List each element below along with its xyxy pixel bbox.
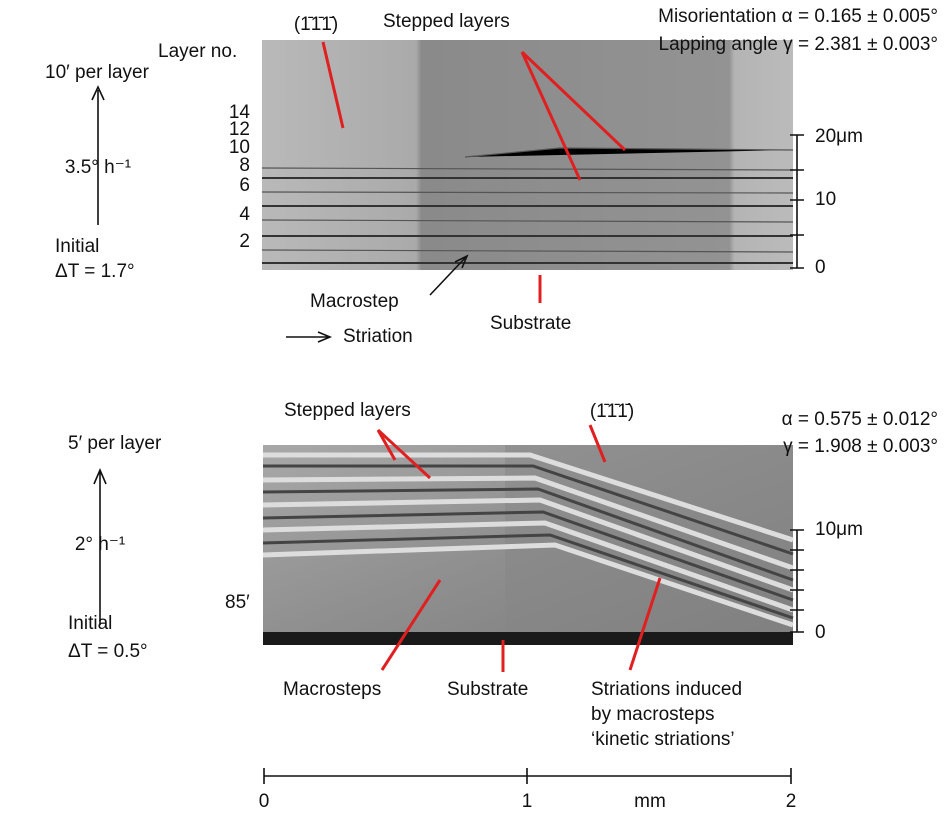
scale-bar-texts: 0 1 2 mm (259, 791, 797, 812)
striations-label: Striations induced (591, 679, 742, 700)
plane-label: (1̄1̄1̄) (294, 14, 338, 35)
scale-label: 20μm (815, 126, 863, 147)
rate-label: 5′ per layer (68, 433, 162, 454)
striations-label: ‘kinetic striations’ (591, 729, 735, 750)
delta-t: ΔT = 1.7° (55, 261, 135, 282)
layer-number: 4 (239, 204, 250, 225)
top-micrograph (261, 40, 794, 270)
lapping-angle: γ = 1.908 ± 0.003° (783, 436, 938, 457)
layer-number: 12 (229, 119, 250, 140)
lapping-angle: Lapping angle γ = 2.381 ± 0.003° (659, 34, 939, 55)
plane-label: (1̄1̄1̄) (590, 401, 634, 422)
stepped-layers-label: Stepped layers (284, 400, 411, 421)
rate-label: 10′ per layer (45, 62, 150, 83)
striations-label: by macrosteps (591, 704, 715, 725)
bottom-texts: α = 0.575 ± 0.012° γ = 1.908 ± 0.003° (1… (68, 400, 938, 750)
macrosteps-label: Macrosteps (283, 679, 381, 700)
scale-label: 0 (815, 622, 826, 643)
layer-number: 14 (229, 102, 251, 123)
scale-bar-label: 2 (786, 791, 797, 812)
scale-label: 0 (815, 257, 826, 278)
scale-bar-label: 1 (522, 791, 533, 812)
macrostep-label: Macrostep (310, 291, 399, 312)
scale-label: 10μm (815, 519, 863, 540)
stepped-layers-label: Stepped layers (383, 11, 510, 32)
bottom-micrograph (262, 445, 794, 645)
substrate-label: Substrate (490, 313, 571, 334)
misorientation: α = 0.575 ± 0.012° (782, 409, 938, 430)
scale-bar-label: 0 (259, 791, 270, 812)
initial-label: Initial (55, 236, 99, 257)
striation-label: Striation (343, 326, 413, 347)
scale-label: 10 (815, 189, 836, 210)
angle-label: 85′ (225, 592, 250, 613)
top-texts: 10′ per layer 3.5° h⁻¹ Initial ΔT = 1.7°… (45, 6, 938, 347)
delta-t: ΔT = 0.5° (68, 641, 148, 662)
scale-bar-unit: mm (634, 791, 666, 812)
substrate-label: Substrate (447, 679, 528, 700)
cooling-rate: 2° h⁻¹ (75, 534, 125, 555)
initial-label: Initial (68, 613, 112, 634)
layer-number: 2 (239, 231, 250, 252)
cooling-rate: 3.5° h⁻¹ (65, 157, 131, 178)
misorientation: Misorientation α = 0.165 ± 0.005° (658, 6, 938, 27)
layer-number: 6 (239, 175, 250, 196)
layer-number: 8 (239, 155, 250, 176)
layer-number: 10 (229, 137, 250, 158)
layer-no-label: Layer no. (158, 41, 237, 62)
